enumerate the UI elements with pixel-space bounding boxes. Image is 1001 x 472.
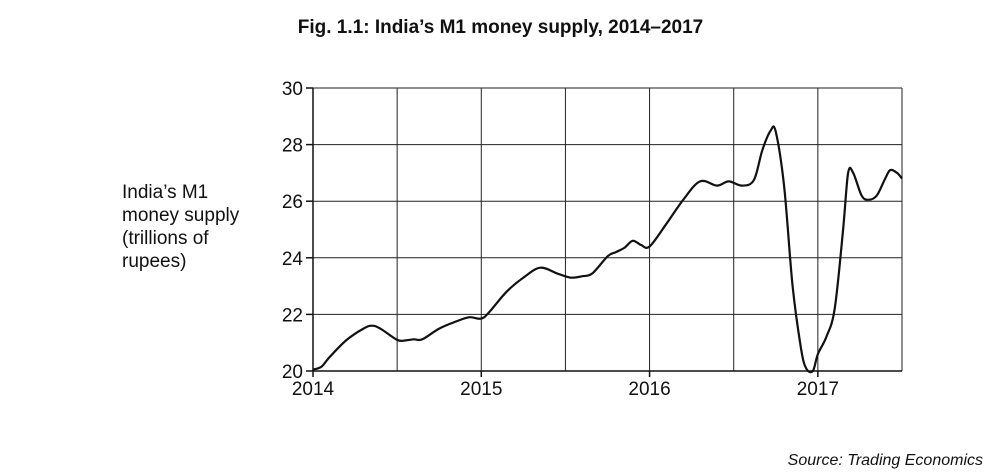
source-note: Source: Trading Economics xyxy=(787,452,983,469)
y-tick-label: 28 xyxy=(282,136,303,157)
y-tick-label: 30 xyxy=(282,79,303,100)
x-tick-label: 2015 xyxy=(460,379,502,400)
y-tick-label: 20 xyxy=(282,362,303,383)
chart-title: Fig. 1.1: India’s M1 money supply, 2014–… xyxy=(297,17,704,38)
y-tick-label: 22 xyxy=(282,305,303,326)
y-axis-label-line: India’s M1 xyxy=(122,182,209,203)
y-axis-label: India’s M1 money supply (trillions of ru… xyxy=(122,181,272,273)
y-tick-label: 24 xyxy=(282,249,304,270)
y-axis-label-line: rupees) xyxy=(122,251,187,272)
y-axis-label-line: money supply xyxy=(122,205,240,226)
series-line-m1 xyxy=(312,125,903,374)
y-tick-label: 26 xyxy=(282,192,303,213)
x-tick-label: 2014 xyxy=(292,379,335,400)
x-tick-label: 2017 xyxy=(797,379,839,400)
y-axis-label-line: (trillions of xyxy=(122,228,209,249)
x-tick-label: 2016 xyxy=(628,379,670,400)
